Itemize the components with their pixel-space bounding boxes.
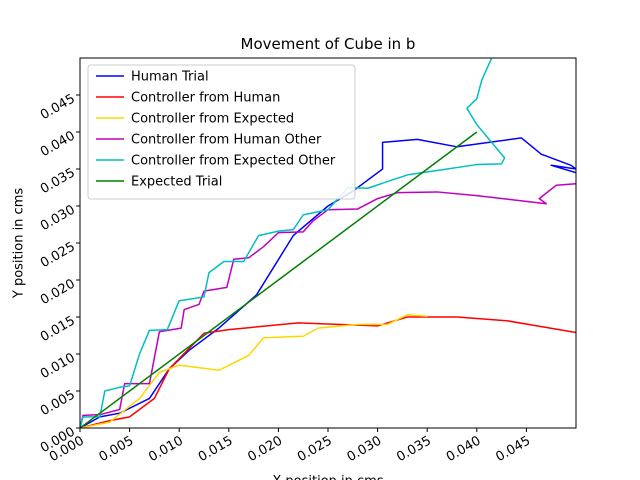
series-line <box>80 183 576 428</box>
legend-label: Controller from Expected Other <box>131 154 336 169</box>
series-line <box>80 131 478 428</box>
x-axis-label: X position in cms <box>272 474 383 480</box>
legend-label: Controller from Human Other <box>131 133 322 148</box>
legend-label: Expected Trial <box>131 175 222 190</box>
series-line <box>80 316 576 428</box>
legend-label: Controller from Human <box>131 91 280 106</box>
legend-label: Human Trial <box>131 70 209 85</box>
legend-label: Controller from Expected <box>131 112 294 127</box>
series-line <box>80 58 506 428</box>
y-axis-label: Y position in cms <box>12 188 27 299</box>
legend-box <box>87 64 356 200</box>
plot-lines <box>80 58 576 428</box>
legend: Human Trial Controller from Human Controll… <box>87 64 356 200</box>
chart-title: Movement of Cube in b <box>241 35 416 53</box>
series-line <box>80 314 428 428</box>
